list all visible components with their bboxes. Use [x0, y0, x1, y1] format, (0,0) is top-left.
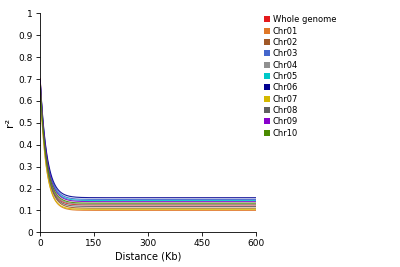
- Legend: Whole genome, Chr01, Chr02, Chr03, Chr04, Chr05, Chr06, Chr07, Chr08, Chr09, Chr: Whole genome, Chr01, Chr02, Chr03, Chr04…: [264, 15, 336, 138]
- Y-axis label: r²: r²: [4, 118, 14, 127]
- X-axis label: Distance (Kb): Distance (Kb): [115, 251, 181, 261]
